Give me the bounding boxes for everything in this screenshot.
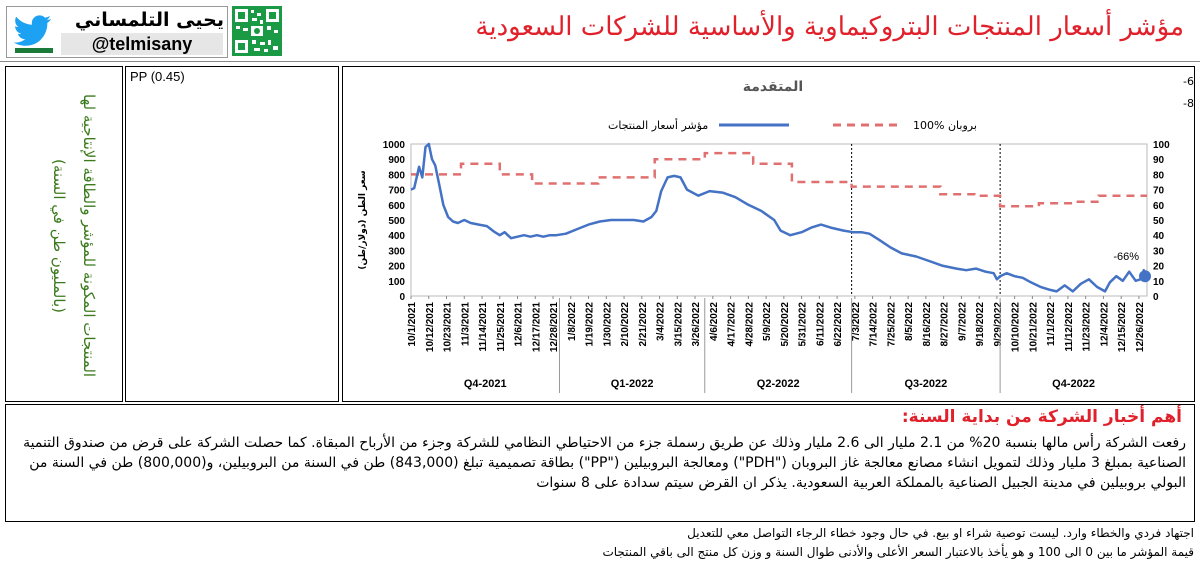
x-tick-label: 8/5/2022 [904,302,915,341]
last-point-label: -66% [1113,251,1139,263]
yoy-change: التغيير عن الربع المماثل %85- [1183,97,1194,110]
x-tick-label: 1/8/2022 [567,302,578,341]
quarter-label: Q4-2022 [1052,378,1095,390]
x-tick-label: 2/10/2022 [620,302,631,347]
chart-panel: المتقدمة التغيير عن الربع السابق %66- التغ… [342,66,1195,402]
y2-tick-label: 10 [1153,277,1165,288]
y2-tick-label: 40 [1153,231,1165,242]
x-tick-label: 10/10/2022 [1011,302,1022,352]
propane-series-line [411,151,1147,208]
y-tick-label: 200 [388,262,405,273]
quarter-label: Q3-2022 [904,378,947,390]
index-series-line [410,142,1149,293]
chart-title: المتقدمة [743,79,803,95]
product-item: PP (0.45) [130,69,185,84]
x-tick-label: 9/29/2022 [993,302,1004,347]
x-tick-label: 1/30/2022 [602,302,613,347]
x-tick-label: 10/23/2021 [443,302,454,352]
y-tick-label: 300 [388,246,405,257]
x-tick-label: 9/7/2022 [957,302,968,341]
quarter-label: Q1-2022 [611,378,654,390]
x-tick-label: 12/17/2021 [531,302,542,352]
company-news: أهم أخبار الشركة من بداية السنة: رفعت ال… [5,404,1195,522]
qoq-change: التغيير عن الربع السابق %66- [1183,75,1194,89]
x-tick-label: 2/21/2022 [638,302,649,347]
news-title: أهم أخبار الشركة من بداية السنة: [901,407,1182,427]
author-logo: يحيى التلمساني @telmisany [6,6,228,58]
x-tick-label: 7/3/2022 [851,302,862,341]
y-tick-label: 700 [388,186,405,197]
y-tick-label: 800 [388,170,405,181]
x-tick-label: 10/1/2021 [407,302,418,347]
price-index-chart: المتقدمة التغيير عن الربع السابق %66- التغ… [358,75,1194,393]
x-tick-label: 7/25/2022 [886,302,897,347]
x-tick-label: 11/1/2022 [1046,302,1057,346]
x-tick-label: 8/27/2022 [940,302,951,347]
x-tick-label: 12/26/2022 [1135,302,1146,352]
index-note: قيمة المؤشر ما بين 0 الى 100 و هو يأخذ ب… [602,545,1194,559]
x-tick-label: 12/4/2022 [1099,302,1110,347]
header: يحيى التلمساني @telmisany مؤشر أسعار الم… [0,0,1200,62]
x-tick-label: 12/6/2021 [514,302,525,347]
x-tick-label: 6/22/2022 [833,302,844,347]
x-tick-label: 6/11/2022 [815,302,826,346]
footer-notes: اجتهاد فردي والخطاء وارد. ليست توصية شرا… [6,524,1194,562]
x-tick-label: 12/28/2021 [549,302,560,352]
quarter-label: Q4-2021 [464,378,507,390]
y-tick-label: 600 [388,201,405,212]
x-tick-label: 4/28/2022 [744,302,755,347]
author-name: يحيى التلمساني [74,9,224,31]
x-tick-label: 4/17/2022 [727,302,738,347]
plot-area [410,143,1148,297]
y-tick-label: 400 [388,231,405,242]
product-list: PP (0.45) [125,66,339,402]
y2-tick-label: 90 [1153,155,1165,166]
news-body: رفعت الشركة رأس مالها بنسبة 20% من 2.1 م… [23,435,1186,491]
last-point-marker [1139,270,1151,283]
x-tick-label: 10/12/2021 [425,302,436,352]
x-tick-label: 12/15/2022 [1117,302,1128,352]
x-tick-label: 10/21/2022 [1028,302,1039,352]
x-tick-label: 9/18/2022 [975,302,986,347]
y-tick-label: 0 [399,292,405,303]
x-tick-label: 11/14/2021 [478,302,489,352]
x-tick-label: 5/20/2022 [780,302,791,347]
x-tick-label: 3/15/2022 [673,302,684,347]
products-caption: المنتجات المكونة للمؤشر والطاقة الإنتاجي… [50,94,98,378]
x-tick-label: 11/25/2021 [496,302,507,352]
x-tick-label: 1/19/2022 [585,302,596,347]
y-tick-label: 1000 [383,140,406,151]
x-tick-label: 7/14/2022 [869,302,880,347]
y2-tick-label: 50 [1153,216,1165,227]
y2-tick-label: 0 [1153,292,1159,303]
y2-tick-label: 100 [1153,140,1170,151]
quarter-label: Q2-2022 [757,378,800,390]
x-tick-label: 3/26/2022 [691,302,702,347]
y-axis-label: سعر الطن (دولار/طن) [358,170,368,269]
y-tick-label: 500 [388,216,405,227]
page-title: مؤشر أسعار المنتجات البتروكيماوية والأسا… [475,12,1184,42]
qr-code-icon [232,6,282,56]
y2-tick-label: 70 [1153,186,1165,197]
x-tick-label: 4/6/2022 [709,302,720,341]
y2-tick-label: 30 [1153,246,1165,257]
products-panel: المنتجات المكونة للمؤشر والطاقة الإنتاجي… [5,66,123,402]
x-tick-label: 5/31/2022 [798,302,809,347]
y2-tick-label: 20 [1153,262,1165,273]
x-tick-label: 8/16/2022 [922,302,933,347]
x-tick-label: 11/3/2021 [460,302,471,346]
legend-label-propane: بروبان %100 [913,119,977,132]
x-tick-label: 5/9/2022 [762,302,773,341]
y2-tick-label: 60 [1153,201,1165,212]
x-tick-label: 11/12/2022 [1064,302,1075,352]
author-handle: @telmisany [61,33,223,55]
y-tick-label: 100 [388,277,405,288]
legend-label-index: مؤشر أسعار المنتجات [608,118,708,132]
x-tick-label: 3/4/2022 [656,302,667,341]
y2-tick-label: 80 [1153,170,1165,181]
twitter-bird-icon [11,10,57,54]
y-tick-label: 900 [388,155,405,166]
disclaimer: اجتهاد فردي والخطاء وارد. ليست توصية شرا… [687,526,1194,540]
x-tick-label: 11/23/2022 [1082,302,1093,352]
